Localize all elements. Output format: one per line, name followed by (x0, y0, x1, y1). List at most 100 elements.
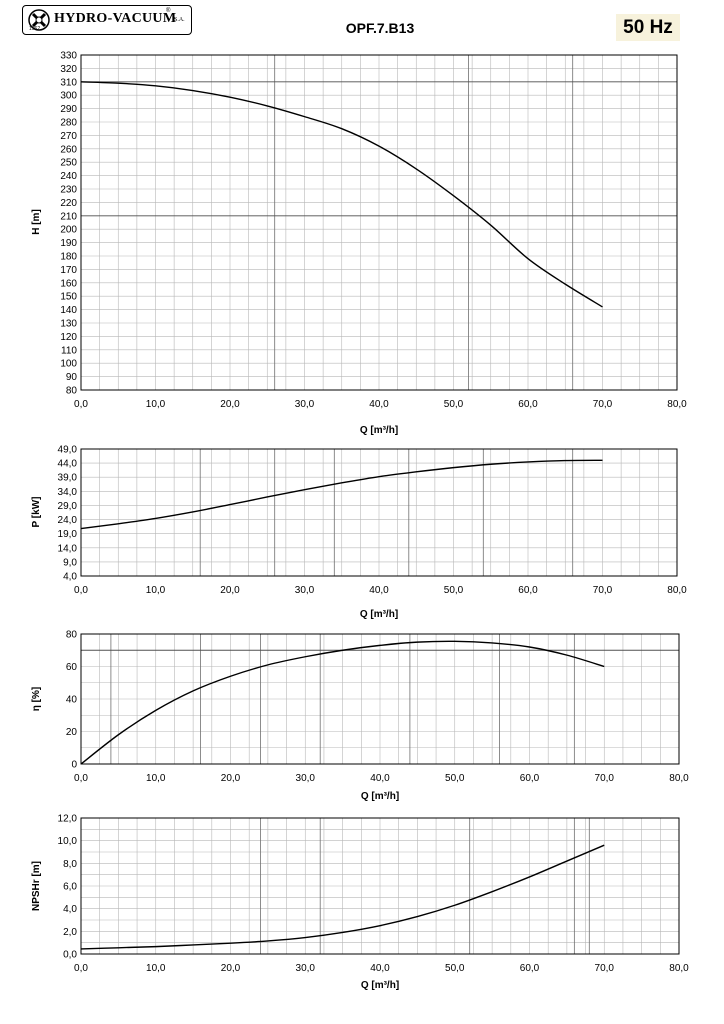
x-tick-label: 10,0 (146, 399, 166, 410)
x-tick-label: 60,0 (518, 585, 538, 596)
y-axis-label: η [%] (31, 687, 42, 711)
x-tick-label: 0,0 (74, 963, 88, 974)
y-tick-label: 140 (60, 305, 77, 316)
grid (80, 633, 680, 765)
x-tick-label: 20,0 (220, 585, 240, 596)
y-tick-label: 330 (60, 51, 77, 62)
x-tick-label: 80,0 (669, 963, 689, 974)
y-tick-label: 44,0 (58, 459, 78, 470)
y-tick-label: 4,0 (63, 904, 77, 915)
brand-logo: HYDRO-VACUUM ® S.A. 1962 (22, 5, 192, 35)
y-tick-label: 150 (60, 292, 77, 303)
y-tick-label: 310 (60, 77, 77, 88)
y-tick-label: 19,0 (58, 529, 78, 540)
y-axis-label: P [kW] (31, 497, 42, 528)
x-tick-label: 70,0 (595, 963, 615, 974)
x-tick-label: 70,0 (593, 585, 613, 596)
y-tick-label: 80 (66, 630, 78, 641)
y-tick-label: 4,0 (63, 572, 77, 583)
x-tick-label: 50,0 (445, 963, 465, 974)
x-tick-label: 10,0 (146, 773, 166, 784)
x-tick-label: 10,0 (146, 963, 166, 974)
y-tick-label: 240 (60, 171, 77, 182)
series-line-head (80, 81, 603, 308)
series-line-efficiency (80, 640, 605, 765)
brand-year: 1962 (29, 26, 41, 32)
y-tick-label: 320 (60, 64, 77, 75)
y-axis-label: NPSHr [m] (31, 861, 42, 911)
y-tick-label: 8,0 (63, 859, 77, 870)
y-tick-label: 12,0 (58, 814, 78, 825)
grid (80, 54, 678, 391)
y-tick-label: 80 (66, 386, 78, 397)
y-tick-label: 14,0 (58, 543, 78, 554)
y-tick-label: 220 (60, 198, 77, 209)
y-tick-label: 100 (60, 359, 77, 370)
y-tick-label: 210 (60, 211, 77, 222)
y-tick-label: 170 (60, 265, 77, 276)
grid (80, 448, 678, 577)
x-tick-label: 40,0 (370, 963, 390, 974)
y-tick-label: 24,0 (58, 515, 78, 526)
x-tick-label: 20,0 (220, 399, 240, 410)
x-axis-label: Q [m³/h] (361, 791, 399, 802)
y-tick-label: 270 (60, 131, 77, 142)
registered-mark-icon: ® (166, 8, 171, 14)
y-tick-label: 190 (60, 238, 77, 249)
y-tick-label: 0 (71, 760, 77, 771)
x-axis-label: Q [m³/h] (360, 609, 398, 620)
x-tick-label: 20,0 (221, 963, 241, 974)
x-axis-label: Q [m³/h] (361, 980, 399, 991)
chart-power: 0,0 10,0 20,0 30,0 40,0 50,0 60,0 70,0 80,0 4,0 9,… (31, 445, 687, 621)
x-tick-label: 10,0 (146, 585, 166, 596)
x-tick-label: 40,0 (369, 585, 389, 596)
x-tick-label: 50,0 (444, 585, 464, 596)
y-tick-label: 39,0 (58, 473, 78, 484)
y-tick-label: 6,0 (63, 882, 77, 893)
chart-npsh: 0,0 10,0 20,0 30,0 40,0 50,0 60,0 70,0 80,0 0,0 2,… (31, 814, 689, 992)
x-tick-label: 70,0 (593, 399, 613, 410)
y-tick-label: 34,0 (58, 487, 78, 498)
x-tick-label: 80,0 (667, 585, 687, 596)
y-tick-label: 110 (61, 345, 77, 356)
brand-suffix: S.A. (174, 17, 185, 23)
y-tick-label: 130 (60, 319, 77, 330)
y-tick-label: 10,0 (58, 836, 78, 847)
y-tick-label: 250 (60, 158, 77, 169)
x-tick-label: 30,0 (296, 963, 316, 974)
x-tick-label: 30,0 (296, 773, 316, 784)
frequency-badge: 50 Hz (616, 14, 680, 41)
x-tick-label: 60,0 (520, 773, 540, 784)
x-tick-label: 30,0 (295, 399, 315, 410)
x-tick-label: 40,0 (369, 399, 389, 410)
y-tick-label: 60 (66, 662, 78, 673)
x-axis-label: Q [m³/h] (360, 425, 398, 436)
series-line-npsh (80, 844, 605, 950)
y-tick-label: 40 (66, 695, 78, 706)
x-tick-label: 50,0 (445, 773, 465, 784)
x-tick-label: 0,0 (74, 399, 88, 410)
y-tick-label: 300 (60, 91, 77, 102)
series-line-power (80, 459, 603, 530)
page-title: OPF.7.B13 (345, 20, 415, 36)
y-tick-label: 260 (60, 144, 77, 155)
x-tick-label: 60,0 (518, 399, 538, 410)
plot-frame (80, 54, 678, 391)
y-tick-label: 9,0 (63, 557, 77, 568)
y-tick-label: 90 (66, 372, 78, 383)
y-tick-label: 230 (60, 185, 77, 196)
y-tick-label: 20 (66, 727, 78, 738)
y-tick-label: 200 (60, 225, 77, 236)
chart-head: 0,0 10,0 20,0 30,0 40,0 50,0 60,0 70,0 80,0 80 90 1… (31, 51, 687, 437)
x-tick-label: 30,0 (295, 585, 315, 596)
y-tick-label: 0,0 (63, 950, 77, 961)
x-tick-label: 80,0 (667, 399, 687, 410)
y-tick-label: 120 (60, 332, 77, 343)
brand-name: HYDRO-VACUUM (54, 11, 177, 26)
x-tick-label: 80,0 (669, 773, 689, 784)
grid (80, 817, 680, 955)
y-tick-label: 2,0 (63, 927, 77, 938)
x-tick-label: 60,0 (520, 963, 540, 974)
x-tick-label: 70,0 (595, 773, 615, 784)
